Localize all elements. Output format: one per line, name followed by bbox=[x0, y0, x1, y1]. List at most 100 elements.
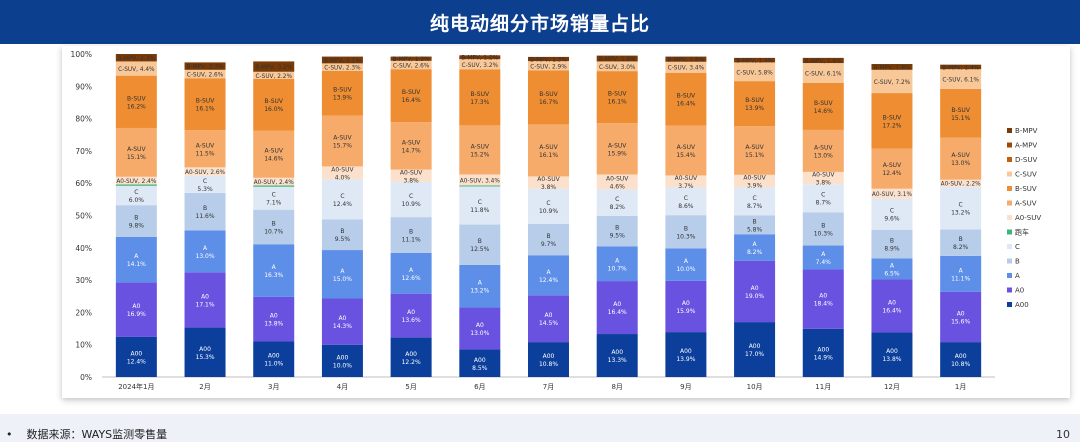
page-number: 10 bbox=[1056, 428, 1070, 441]
data-label-value: 15.1% bbox=[127, 154, 146, 161]
bar-segment bbox=[253, 78, 295, 131]
data-label-value: 12.4% bbox=[882, 170, 901, 177]
data-label-series: C-SUV bbox=[324, 66, 342, 72]
bar-segment bbox=[940, 291, 982, 343]
legend-label: D-SUV bbox=[1015, 156, 1037, 164]
bar-segment bbox=[115, 184, 157, 186]
bar-segment bbox=[528, 295, 569, 343]
data-label-value: 13.9% bbox=[333, 95, 352, 102]
legend-swatch bbox=[1007, 128, 1012, 133]
bar-segment bbox=[940, 137, 982, 180]
data-label-series: A0-SUV bbox=[675, 175, 698, 182]
data-label-series: A0 bbox=[819, 293, 827, 300]
data-label-value: 10.8% bbox=[539, 361, 558, 368]
data-label-value: 13.2% bbox=[470, 288, 489, 295]
bar-segment bbox=[115, 54, 157, 62]
data-label-value: 16.7% bbox=[539, 99, 558, 106]
bar-segment bbox=[940, 88, 982, 138]
data-label-value: 1.3% bbox=[415, 57, 430, 63]
bar-segment bbox=[253, 186, 295, 210]
data-label: C-SUV, 3.2% bbox=[462, 63, 499, 69]
legend-label: C-SUV bbox=[1015, 171, 1037, 179]
data-label-value: 13.0% bbox=[951, 160, 970, 167]
data-label-series: B-MPV bbox=[118, 56, 137, 62]
data-label-value: 8.2% bbox=[610, 204, 626, 211]
data-label-value: 16.9% bbox=[127, 311, 146, 318]
data-label-series: A00 bbox=[130, 350, 142, 357]
data-label-value: 3.0% bbox=[621, 65, 636, 71]
data-label: C-SUV, 2.9% bbox=[530, 64, 567, 70]
data-label-series: C bbox=[340, 193, 344, 200]
bar-segment bbox=[459, 59, 501, 70]
bar-segment bbox=[596, 281, 638, 335]
data-label-value: 1.8% bbox=[896, 65, 911, 71]
data-label-value: 15.2% bbox=[470, 151, 489, 158]
data-label-series: C bbox=[478, 199, 482, 206]
bar-segment bbox=[596, 61, 638, 72]
data-label-value: 13.9% bbox=[745, 105, 764, 112]
data-label-value: 13.6% bbox=[402, 317, 421, 324]
data-label-series: A bbox=[409, 267, 414, 274]
data-label-value: 3.4% bbox=[689, 66, 704, 72]
bar-segment bbox=[390, 181, 432, 218]
data-label: C-SUV, 3.4% bbox=[668, 66, 705, 72]
bar-segment bbox=[321, 219, 363, 251]
data-label-value: 9.6% bbox=[884, 216, 900, 223]
data-label-value: 3.8% bbox=[541, 184, 557, 191]
data-label-value: 8.2% bbox=[747, 249, 763, 256]
bar-segment bbox=[390, 252, 432, 294]
data-label-value: 4.6% bbox=[610, 183, 626, 190]
x-tick-label: 5月 bbox=[405, 383, 416, 391]
data-label-series: A-SUV bbox=[677, 144, 696, 151]
data-label-series: A0-SUV bbox=[460, 178, 482, 184]
data-label-series: A00 bbox=[405, 351, 417, 358]
data-label-value: 13.0% bbox=[196, 253, 215, 260]
bar-segment bbox=[253, 177, 295, 186]
data-label-series: A0 bbox=[338, 315, 346, 322]
data-label: C-SUV, 2.6% bbox=[187, 73, 224, 79]
data-label-value: 13.2% bbox=[951, 210, 970, 217]
data-label-series: C bbox=[134, 189, 138, 196]
bar-segment bbox=[802, 57, 844, 64]
data-label-series: C-SUV bbox=[187, 73, 205, 79]
bar-segment bbox=[390, 60, 432, 70]
data-label-value: 16.4% bbox=[402, 97, 421, 104]
bar-segment bbox=[184, 230, 226, 273]
data-label-series: C-SUV bbox=[462, 63, 480, 69]
data-label-series: C bbox=[615, 196, 619, 203]
bar-segment bbox=[321, 63, 363, 71]
data-label-value: 1.3% bbox=[552, 58, 567, 64]
bar-segment bbox=[734, 234, 776, 261]
data-label-series: B-MPV bbox=[942, 65, 961, 71]
bar-segment bbox=[184, 69, 226, 79]
data-label-value: 2.9% bbox=[552, 64, 567, 70]
data-label-series: C-SUV bbox=[805, 71, 823, 77]
legend-swatch bbox=[1007, 157, 1012, 162]
bar-segment bbox=[596, 55, 638, 62]
data-label-value: 6.1% bbox=[964, 78, 979, 84]
data-label-series: A-SUV bbox=[196, 142, 215, 149]
data-label-value: 12.5% bbox=[470, 246, 489, 253]
data-label-series: A-SUV bbox=[333, 135, 352, 142]
data-label-value: 8.2% bbox=[953, 244, 969, 251]
data-label-value: 13.3% bbox=[608, 357, 627, 364]
bar-segment bbox=[115, 336, 157, 377]
legend-label: A bbox=[1015, 272, 1020, 280]
data-label-value: 7.1% bbox=[266, 200, 282, 207]
data-label: A0-SUV, 3.4% bbox=[460, 178, 501, 184]
bar-segment bbox=[665, 248, 707, 281]
data-label-value: 1.6% bbox=[690, 58, 705, 64]
data-label-series: A bbox=[684, 258, 689, 265]
bar-segment bbox=[871, 64, 913, 70]
data-label-series: B-MPV bbox=[530, 58, 549, 64]
chart-panel: 0% 10% 20% 30% 40% 50% 60% 70% 80% 90% 100% A00 12.4… bbox=[62, 46, 1070, 398]
data-label-series: A bbox=[821, 251, 826, 258]
data-label-series: A00 bbox=[543, 353, 555, 360]
data-label-series: B-SUV bbox=[264, 98, 283, 105]
data-label-series: B-SUV bbox=[608, 91, 627, 98]
data-label-series: C-SUV bbox=[736, 70, 754, 76]
data-label-value: 11.5% bbox=[196, 150, 215, 157]
data-label-series: C-SUV bbox=[530, 64, 548, 70]
bar-segment bbox=[390, 337, 432, 377]
data-label-series: C-SUV bbox=[942, 78, 960, 84]
